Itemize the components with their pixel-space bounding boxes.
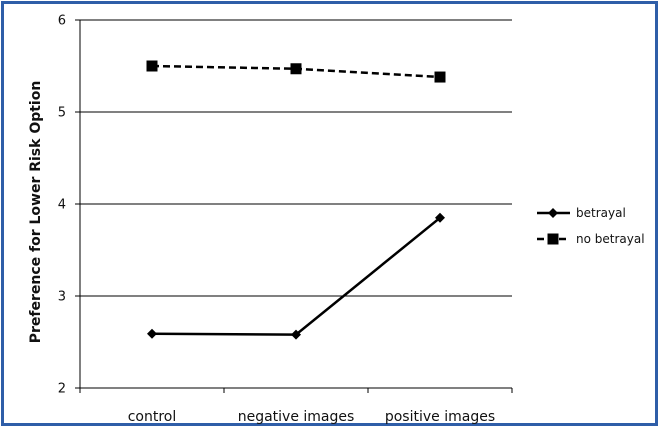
y-tick-label: 6: [58, 14, 66, 29]
x-tick-labels: control negative images positive images: [79, 388, 513, 425]
legend-item: betrayal: [537, 206, 626, 220]
data-point: [291, 329, 301, 340]
y-tick-labels: 2 3 4 5 6: [58, 14, 80, 397]
legend-marker: [548, 208, 558, 218]
series-line: [151, 216, 441, 336]
data-point: [147, 328, 157, 339]
y-tick-label: 3: [58, 290, 66, 305]
data-point: [434, 71, 446, 83]
legend-marker: [547, 233, 559, 245]
legend: betrayal no betrayal: [537, 206, 645, 246]
x-tick-label: negative images: [238, 409, 355, 425]
y-tick-label: 4: [58, 198, 66, 213]
legend-label: no betrayal: [576, 232, 645, 246]
series-betrayal: [147, 212, 445, 340]
series-layer: [146, 60, 446, 340]
data-point: [146, 60, 158, 72]
data-point: [435, 212, 445, 223]
legend-label: betrayal: [576, 206, 626, 220]
y-axis-label: Preference for Lower Risk Option: [28, 81, 44, 344]
x-tick-label: positive images: [385, 409, 495, 425]
gridlines: [80, 19, 512, 297]
series-no-betrayal: [146, 60, 446, 83]
legend-item: no betrayal: [537, 232, 645, 246]
x-tick-label: control: [128, 409, 177, 425]
y-tick-label: 2: [58, 382, 66, 397]
y-tick-label: 5: [58, 106, 66, 121]
data-point: [290, 63, 302, 75]
